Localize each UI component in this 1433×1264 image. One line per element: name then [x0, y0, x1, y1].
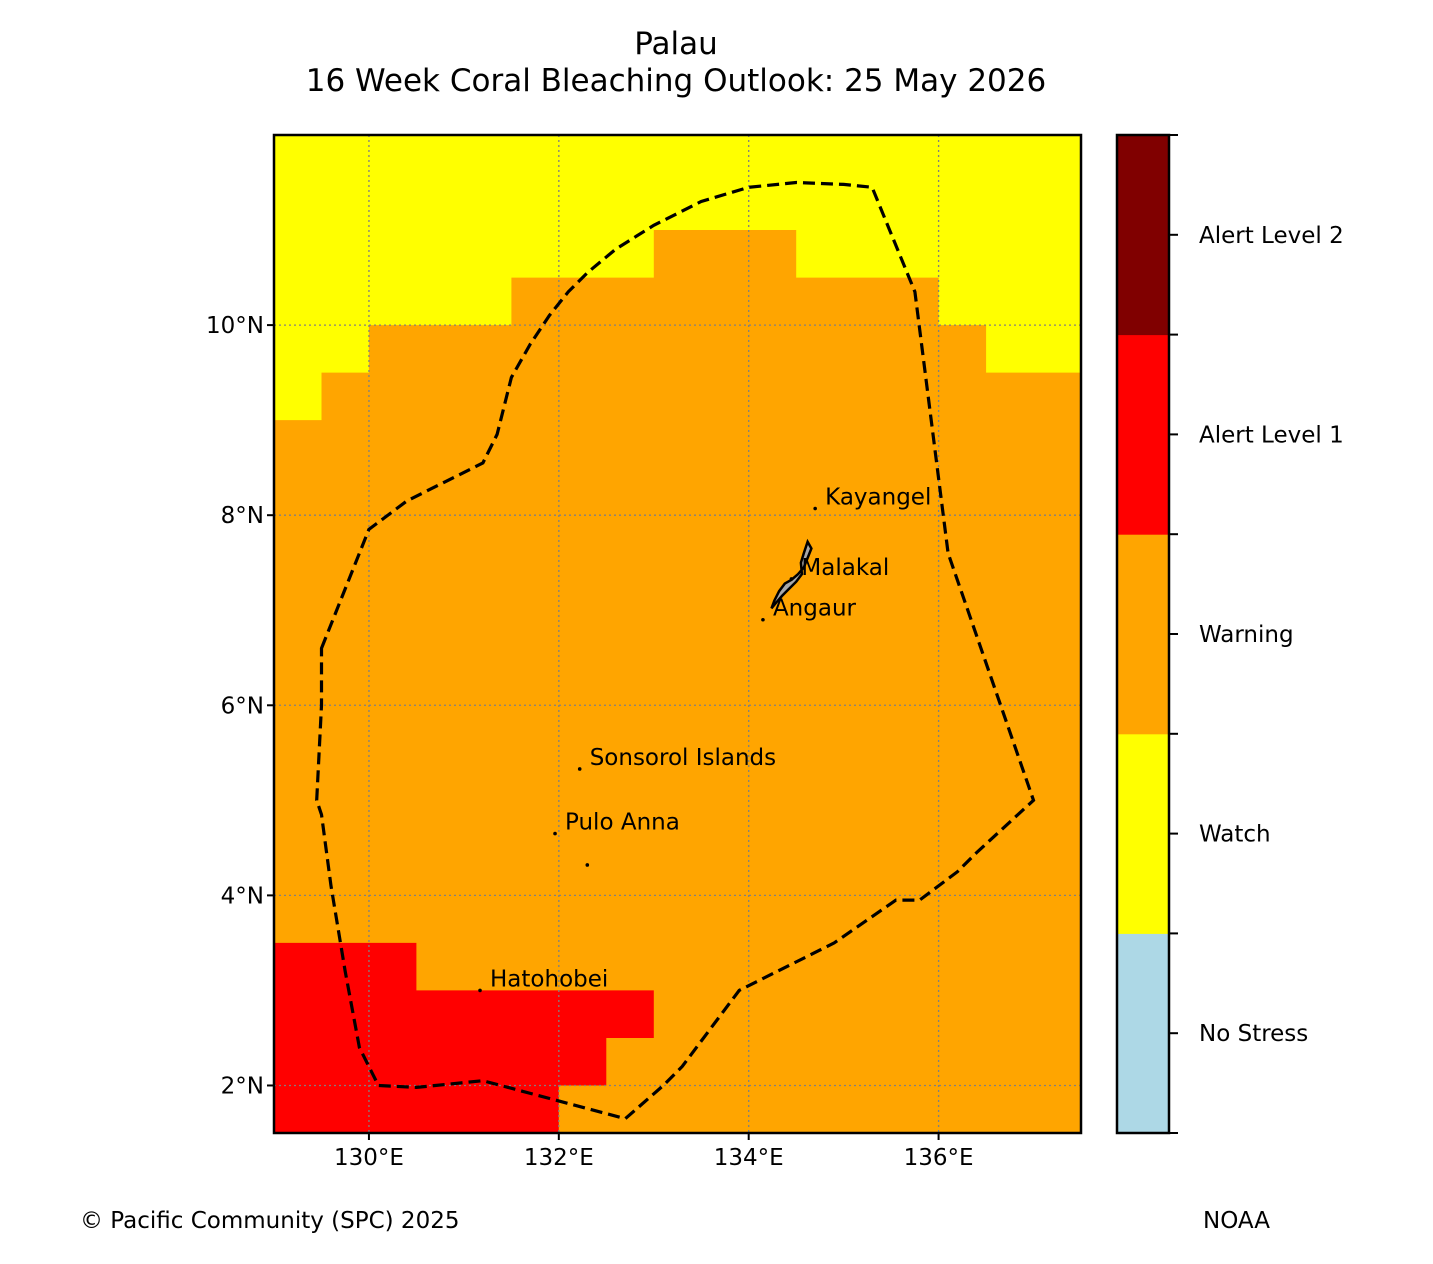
watch-region: [274, 135, 1081, 421]
legend-swatch-alert-level-2: [1117, 135, 1169, 336]
lon-tick-label: 132°E: [524, 1145, 594, 1171]
legend-frame: [1115, 133, 1171, 1135]
legend-label-watch: Watch: [1199, 822, 1271, 848]
place-marker-pulo-anna: [553, 831, 557, 836]
place-label-malakal: Malakal: [801, 555, 889, 581]
place-label-kayangel: Kayangel: [825, 485, 931, 511]
place-label-pulo-anna: Pulo Anna: [565, 810, 680, 836]
place-marker-angaur: [761, 617, 765, 622]
place-marker-malakal: [789, 577, 794, 581]
lon-tick-label: 136°E: [904, 1145, 974, 1171]
place-marker-kayangel: [813, 506, 817, 511]
colorbar-legend: No Stress Watch Warning Alert Level 1 Alert …: [1115, 133, 1344, 1135]
land-areas: [770, 538, 813, 610]
legend-swatch-alert-level-1: [1117, 334, 1169, 535]
legend-label-warning: Warning: [1199, 622, 1294, 648]
place-label-angaur: Angaur: [773, 596, 857, 622]
legend-label-alert-level-1: Alert Level 1: [1199, 422, 1344, 448]
source-text: NOAA: [1203, 1208, 1271, 1234]
eez-boundary: [315, 180, 1036, 1121]
palau-islands-land: [770, 538, 813, 610]
place-marker-sonsorol-islands: [577, 767, 582, 771]
lon-tick-label: 134°E: [714, 1145, 784, 1171]
legend-swatch-no-stress: [1117, 933, 1169, 1134]
place-labels: Kayangel Malakal Angaur Sonsorol Islands Pul…: [490, 485, 931, 993]
lon-tick-label: 130°E: [334, 1145, 404, 1171]
map-plot-area: [274, 135, 1081, 1133]
place-label-hatohobei: Hatohobei: [490, 966, 608, 992]
eez-boundary-group: [315, 180, 1036, 1121]
place-label-sonsorol-islands: Sonsorol Islands: [590, 745, 776, 771]
map-subtitle: 16 Week Coral Bleaching Outlook: 25 May …: [305, 63, 1047, 99]
place-marker-merir: [585, 863, 590, 867]
map-title: Palau: [634, 26, 718, 62]
lat-tick-label: 10°N: [206, 313, 264, 339]
copyright-text: © Pacific Community (SPC) 2025: [80, 1208, 460, 1234]
lat-tick-label: 2°N: [221, 1073, 264, 1099]
legend-label-alert-level-2: Alert Level 2: [1199, 223, 1344, 249]
lat-tick-label: 4°N: [221, 883, 264, 909]
place-marker-hatohobei: [478, 988, 482, 993]
lat-tick-label: 8°N: [221, 503, 264, 529]
legend-swatch-watch: [1117, 733, 1169, 934]
place-markers: [478, 506, 817, 993]
lat-tick-label: 6°N: [221, 693, 264, 719]
legend-swatch-warning: [1117, 534, 1169, 735]
map-frame: [272, 133, 1083, 1135]
legend-label-no-stress: No Stress: [1199, 1021, 1308, 1047]
axis-ticks: 130°E 132°E 134°E 136°E 10°N 8°N 6°N 4°N 2°N: [206, 313, 974, 1171]
